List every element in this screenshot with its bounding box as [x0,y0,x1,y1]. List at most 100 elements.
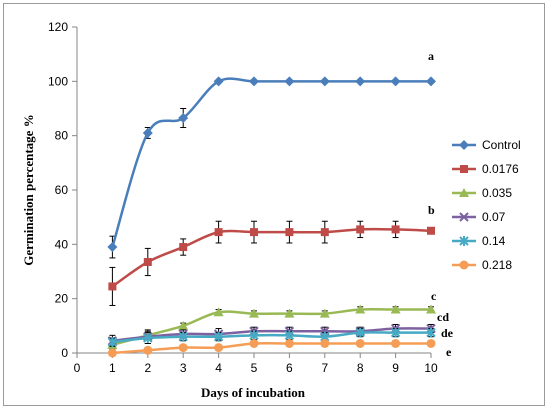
y-axis-title: Germination percentage % [21,114,36,265]
data-point-marker [284,338,294,348]
series-line [112,341,432,355]
data-point-marker [426,304,436,314]
legend-entry: 0.07 [452,210,506,224]
significance-label: cd [437,310,449,324]
data-point-marker [179,243,188,252]
data-point-marker [356,225,365,234]
data-point-marker [391,225,400,234]
data-point-marker [284,76,295,87]
significance-label: a [428,49,434,63]
data-point-marker [142,127,153,138]
x-tick-label: 7 [321,361,328,375]
data-point-marker [319,76,330,87]
legend-entry: 0.218 [452,258,512,272]
data-point-marker [213,307,224,317]
y-tick-label: 20 [55,292,69,306]
legend-label: Control [482,138,521,152]
legend-entry: 0.035 [452,186,512,200]
data-point-marker [459,260,469,270]
data-point-marker [426,76,436,87]
plot-area [107,76,436,358]
data-point-marker [143,333,153,344]
series-line [112,307,431,347]
data-point-marker [459,188,469,197]
x-tick-label: 9 [392,361,399,375]
data-point-marker [249,330,259,341]
series-control [107,76,436,259]
legend: Control 0.0176 0.035 0.07 0.14 0.218 [452,138,521,272]
legend-entry: 0.0176 [452,162,519,176]
series-0-218 [107,338,436,358]
y-tick-label: 80 [55,129,69,143]
series-line [111,227,432,288]
data-point-marker [427,226,435,235]
data-point-marker [320,228,329,237]
data-point-marker [213,331,224,342]
data-point-marker [214,343,224,353]
data-point-marker [107,337,118,348]
chart-axes [76,27,431,354]
data-point-marker [355,304,366,314]
x-axis-title: Days of incubation [201,385,306,400]
data-point-marker [390,304,401,314]
x-tick-label: 6 [286,361,293,375]
y-tick-label: 40 [55,237,69,251]
series-0-0176 [108,220,435,306]
legend-label: 0.218 [482,258,512,272]
x-tick-label: 5 [251,361,258,375]
data-point-marker [178,113,189,124]
data-point-marker [319,308,330,318]
y-tick-label: 100 [48,74,68,88]
legend-label: 0.035 [482,186,512,200]
data-point-marker [459,212,469,222]
y-tick-label: 60 [55,183,69,197]
legend-label: 0.07 [482,210,506,224]
x-tick-label: 0 [74,361,81,375]
x-tick-label: 4 [215,361,222,375]
legend-entry: Control [452,138,521,152]
data-point-marker [284,308,295,318]
data-point-marker [143,345,153,355]
data-point-marker [426,338,436,348]
series-line [112,331,431,344]
data-point-marker [285,228,294,237]
x-axis-ticks: 0 1 2 3 4 5 6 7 8 9 10 [74,353,438,375]
data-point-marker [459,140,469,150]
data-point-marker [390,76,401,87]
data-point-marker [107,242,118,253]
x-tick-label: 3 [180,361,187,375]
data-point-marker [320,338,330,348]
x-tick-label: 8 [357,361,364,375]
data-point-marker [249,338,259,348]
data-point-marker [178,320,189,330]
data-point-marker [355,76,366,87]
data-point-marker [214,228,223,237]
legend-entry: 0.14 [452,234,506,248]
significance-label: de [441,326,454,340]
data-point-marker [355,327,365,338]
data-point-marker [178,331,188,342]
data-point-marker [178,343,188,353]
data-point-marker [107,348,117,358]
significance-labels: a b ccd de e [428,49,454,359]
y-tick-label: 120 [48,20,68,34]
significance-label: b [428,203,435,217]
data-point-marker [355,338,365,348]
data-point-marker [426,327,436,338]
data-point-marker [250,228,258,237]
data-point-marker [391,338,401,348]
y-axis-ticks: 0 20 40 60 80 100 120 [48,20,77,360]
significance-label: e [446,345,452,359]
data-point-marker [284,330,295,341]
x-tick-label: 10 [424,361,438,375]
data-point-marker [460,165,468,173]
chart-frame [3,3,545,406]
legend-label: 0.0176 [482,162,519,176]
legend-label: 0.14 [482,234,506,248]
series-line [111,77,431,248]
data-point-marker [213,76,224,87]
data-point-marker [459,236,469,246]
y-tick-label: 0 [61,346,68,360]
data-point-marker [143,257,152,266]
